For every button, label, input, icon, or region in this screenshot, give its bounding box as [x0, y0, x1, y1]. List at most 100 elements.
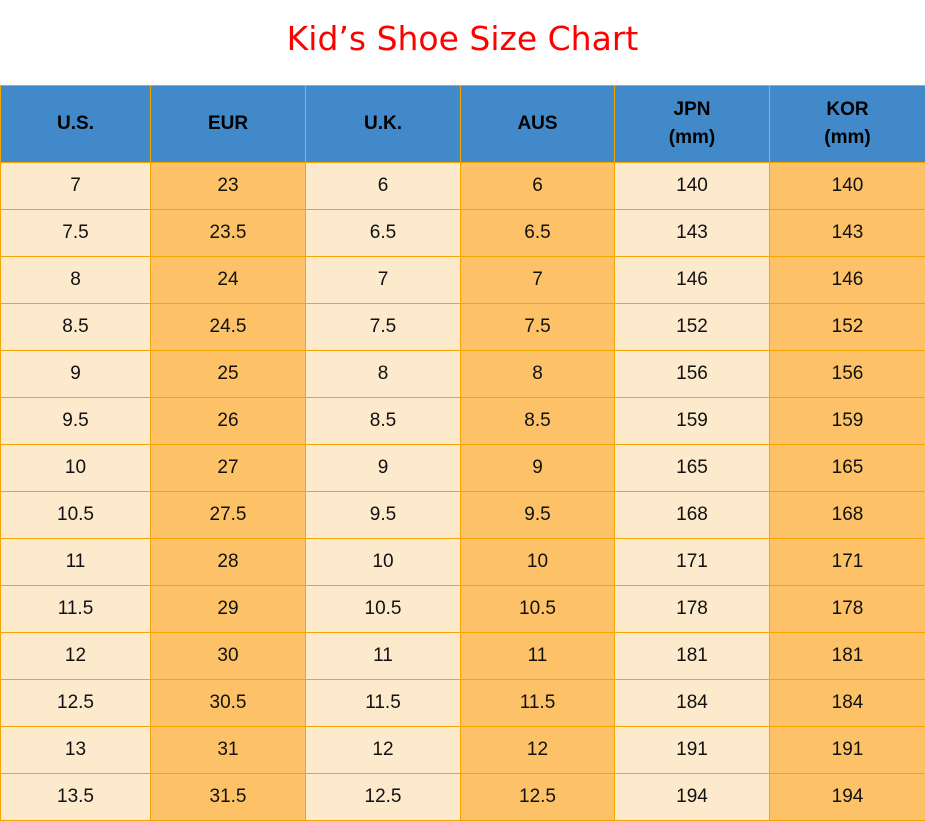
table-cell: 7	[306, 257, 461, 304]
table-cell: 11.5	[1, 586, 151, 633]
table-cell: 24	[151, 257, 306, 304]
column-header-unit: (mm)	[615, 124, 769, 152]
table-cell: 178	[615, 586, 770, 633]
table-cell: 171	[615, 539, 770, 586]
table-cell: 11	[461, 633, 615, 680]
column-header: EUR	[151, 86, 306, 163]
table-cell: 152	[615, 304, 770, 351]
table-cell: 10	[461, 539, 615, 586]
table-cell: 9.5	[306, 492, 461, 539]
table-cell: 30.5	[151, 680, 306, 727]
table-cell: 26	[151, 398, 306, 445]
table-cell: 7.5	[1, 210, 151, 257]
table-cell: 6.5	[306, 210, 461, 257]
column-header-label: EUR	[151, 110, 305, 138]
table-cell: 156	[770, 351, 925, 398]
table-cell: 165	[615, 445, 770, 492]
table-cell: 9.5	[461, 492, 615, 539]
table-cell: 184	[615, 680, 770, 727]
table-cell: 156	[615, 351, 770, 398]
table-cell: 31.5	[151, 774, 306, 821]
table-cell: 12	[461, 727, 615, 774]
table-cell: 168	[770, 492, 925, 539]
column-header-label: KOR	[770, 96, 925, 124]
table-cell: 23	[151, 163, 306, 210]
table-cell: 27	[151, 445, 306, 492]
table-cell: 7	[1, 163, 151, 210]
table-cell: 9.5	[1, 398, 151, 445]
table-cell: 8.5	[306, 398, 461, 445]
table-cell: 12.5	[306, 774, 461, 821]
table-cell: 7.5	[306, 304, 461, 351]
table-cell: 9	[306, 445, 461, 492]
table-cell: 8.5	[461, 398, 615, 445]
table-cell: 13	[1, 727, 151, 774]
table-cell: 30	[151, 633, 306, 680]
table-cell: 13.5	[1, 774, 151, 821]
column-header: JPN(mm)	[615, 86, 770, 163]
column-header-unit: (mm)	[770, 124, 925, 152]
table-cell: 6.5	[461, 210, 615, 257]
table-cell: 6	[461, 163, 615, 210]
table-cell: 27.5	[151, 492, 306, 539]
table-cell: 31	[151, 727, 306, 774]
table-cell: 8	[306, 351, 461, 398]
table-cell: 168	[615, 492, 770, 539]
table-cell: 178	[770, 586, 925, 633]
table-cell: 159	[615, 398, 770, 445]
column-header: U.K.	[306, 86, 461, 163]
table-cell: 28	[151, 539, 306, 586]
table-cell: 171	[770, 539, 925, 586]
table-cell: 152	[770, 304, 925, 351]
table-cell: 11	[306, 633, 461, 680]
table-cell: 8	[1, 257, 151, 304]
table-cell: 146	[770, 257, 925, 304]
table-cell: 165	[770, 445, 925, 492]
column-header-label: JPN	[615, 96, 769, 124]
table-cell: 7.5	[461, 304, 615, 351]
table-cell: 12.5	[1, 680, 151, 727]
chart-title: Kid’s Shoe Size Chart	[0, 14, 925, 64]
table-cell: 9	[461, 445, 615, 492]
table-cell: 7	[461, 257, 615, 304]
table-cell: 10	[1, 445, 151, 492]
table-cell: 181	[770, 633, 925, 680]
table-cell: 29	[151, 586, 306, 633]
table-cell: 11.5	[461, 680, 615, 727]
table-cell: 24.5	[151, 304, 306, 351]
table-cell: 12.5	[461, 774, 615, 821]
table-cell: 194	[770, 774, 925, 821]
table-cell: 10	[306, 539, 461, 586]
table-cell: 8.5	[1, 304, 151, 351]
table-cell: 181	[615, 633, 770, 680]
column-header-label: AUS	[461, 110, 614, 138]
table-cell: 159	[770, 398, 925, 445]
column-header-label: U.K.	[306, 110, 460, 138]
table-cell: 10.5	[306, 586, 461, 633]
column-header: U.S.	[1, 86, 151, 163]
table-cell: 11.5	[306, 680, 461, 727]
table-cell: 146	[615, 257, 770, 304]
table-cell: 12	[306, 727, 461, 774]
table-cell: 8	[461, 351, 615, 398]
table-cell: 194	[615, 774, 770, 821]
table-cell: 191	[615, 727, 770, 774]
table-cell: 143	[770, 210, 925, 257]
table-cell: 23.5	[151, 210, 306, 257]
table-cell: 12	[1, 633, 151, 680]
table-cell: 11	[1, 539, 151, 586]
table-cell: 140	[615, 163, 770, 210]
column-header: KOR(mm)	[770, 86, 925, 163]
table-cell: 10.5	[1, 492, 151, 539]
column-header-label: U.S.	[1, 110, 150, 138]
